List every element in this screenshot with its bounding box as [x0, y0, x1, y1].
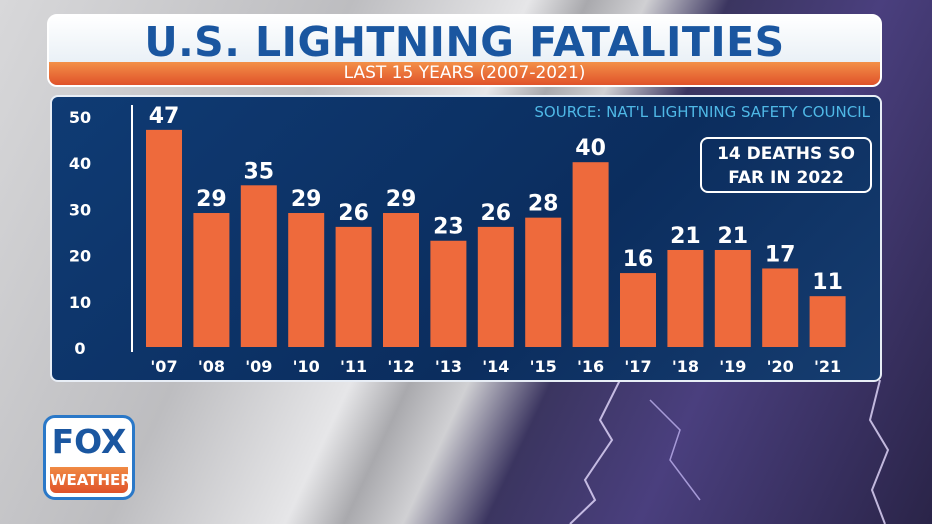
- logo-weather: WEATHER: [50, 467, 132, 493]
- data-label: 29: [291, 187, 322, 212]
- y-tick-label: 50: [69, 108, 91, 127]
- bar: [240, 185, 277, 347]
- data-label: 28: [528, 192, 559, 217]
- bar: [762, 268, 799, 347]
- x-tick-label: '16: [577, 357, 604, 376]
- bar: [146, 129, 182, 347]
- data-label: 35: [243, 159, 274, 184]
- y-tick-label: 30: [69, 200, 91, 219]
- data-label: 11: [812, 270, 843, 295]
- bar: [335, 226, 372, 347]
- x-tick-label: '08: [198, 357, 225, 376]
- data-label: 26: [338, 201, 369, 226]
- bar: [477, 226, 514, 347]
- title-banner: U.S. LIGHTNING FATALITIES LAST 15 YEARS …: [47, 14, 882, 87]
- bar: [288, 213, 325, 347]
- x-tick-label: '17: [624, 357, 651, 376]
- data-label: 29: [386, 187, 417, 212]
- data-label: 29: [196, 187, 227, 212]
- data-label: 23: [433, 215, 464, 240]
- y-tick-label: 10: [69, 293, 91, 312]
- logo-fox: FOX: [51, 422, 127, 461]
- x-tick-label: '13: [435, 357, 462, 376]
- x-tick-label: '20: [767, 357, 794, 376]
- x-tick-label: '11: [340, 357, 367, 376]
- fox-weather-logo: FOX WEATHER: [43, 415, 135, 500]
- data-label: 26: [480, 201, 511, 226]
- data-label: 40: [575, 136, 606, 161]
- data-label: 21: [670, 224, 701, 249]
- data-label: 21: [717, 224, 748, 249]
- x-tick-label: '18: [672, 357, 699, 376]
- chart-title: U.S. LIGHTNING FATALITIES: [144, 18, 785, 66]
- x-tick-label: '12: [387, 357, 414, 376]
- chart-subtitle: LAST 15 YEARS (2007-2021): [49, 62, 880, 85]
- data-label: 16: [623, 247, 654, 272]
- chart-panel: 0 10 20 30 40 50 47 '07 29 '08 35 '09 29 '10 26 '11 29 '1…: [50, 95, 882, 382]
- bar: [383, 213, 419, 347]
- bar: [430, 240, 467, 347]
- bar: [193, 213, 230, 347]
- bar: [667, 249, 704, 347]
- y-tick-label: 0: [74, 339, 85, 358]
- x-tick-label: '14: [482, 357, 509, 376]
- bar: [714, 249, 751, 347]
- x-tick-label: '09: [245, 357, 272, 376]
- data-label: 17: [765, 242, 796, 267]
- note-line-2: FAR IN 2022: [728, 168, 844, 188]
- source-label: SOURCE: NAT'L LIGHTNING SAFETY COUNCIL: [534, 103, 870, 121]
- bar: [809, 296, 846, 347]
- note-line-1: 14 DEATHS SO: [717, 144, 855, 164]
- bar: [525, 217, 562, 347]
- data-label: 47: [149, 104, 180, 129]
- y-tick-label: 20: [69, 247, 91, 266]
- x-tick-label: '19: [719, 357, 746, 376]
- y-tick-label: 40: [69, 154, 91, 173]
- x-tick-label: '10: [293, 357, 320, 376]
- bar-chart: 0 10 20 30 40 50 47 '07 29 '08 35 '09 29 '10 26 '11 29 '1…: [69, 104, 846, 376]
- note-box: 14 DEATHS SO FAR IN 2022: [700, 137, 872, 193]
- bar: [572, 162, 609, 347]
- x-tick-label: '21: [814, 357, 841, 376]
- x-tick-label: '07: [150, 357, 177, 376]
- x-tick-label: '15: [530, 357, 557, 376]
- bar: [620, 273, 656, 347]
